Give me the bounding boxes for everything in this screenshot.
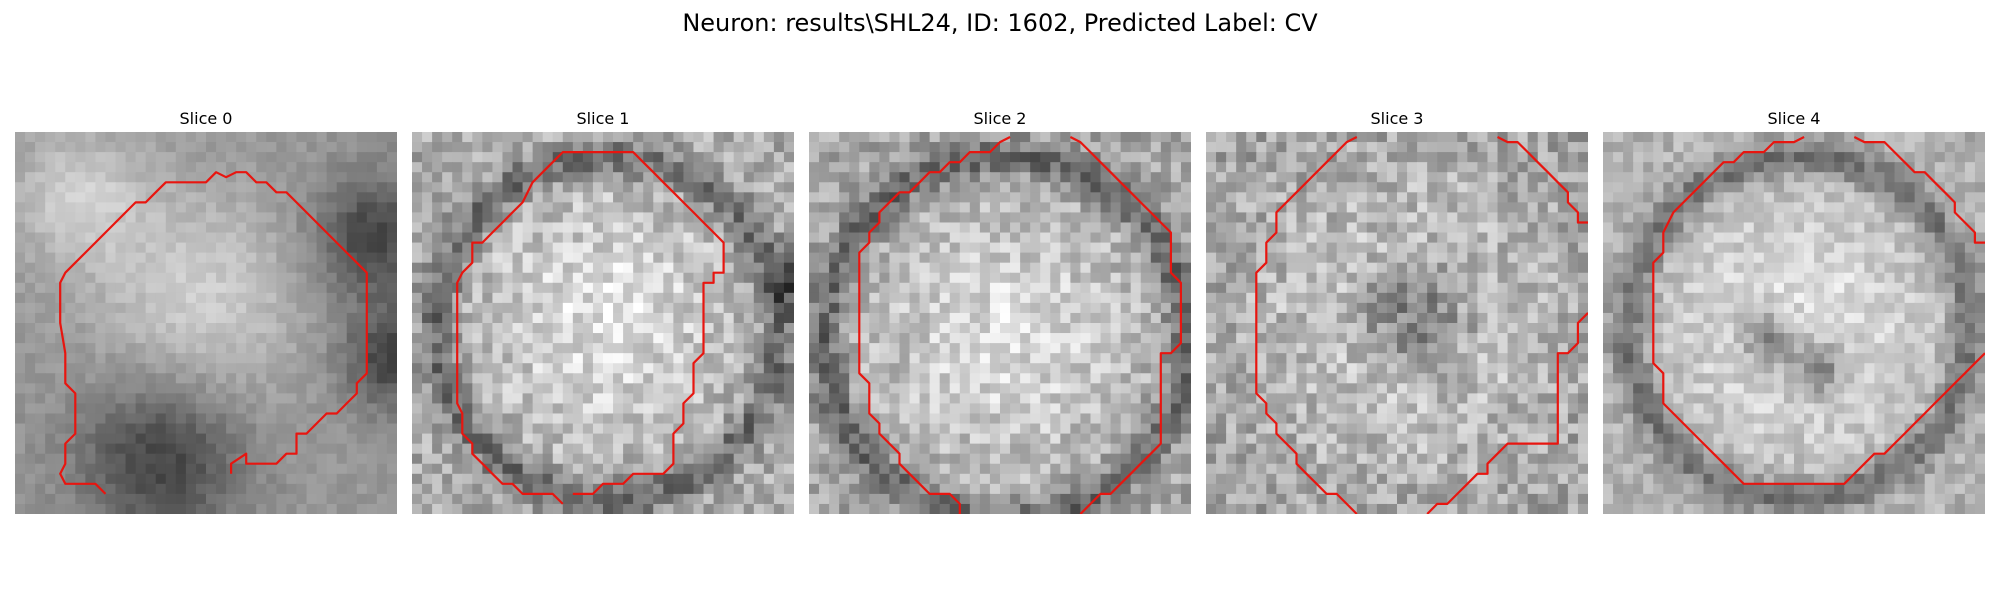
- pixel-grid: [809, 132, 1191, 514]
- slice-image: [809, 132, 1191, 514]
- slice-panel-2: Slice 2: [809, 108, 1191, 514]
- slice-title: Slice 3: [1370, 109, 1424, 128]
- pixel-grid: [412, 132, 794, 514]
- slice-title: Slice 0: [179, 109, 233, 128]
- slice-panel-4: Slice 4: [1603, 108, 1985, 514]
- slice-title: Slice 1: [576, 109, 630, 128]
- slice-panel-1: Slice 1: [412, 108, 794, 514]
- contour-line-0: [456, 151, 725, 505]
- contour-line-0: [858, 136, 1011, 514]
- slice-panel-0: Slice 0: [15, 108, 397, 514]
- slice-image: [1603, 132, 1985, 514]
- pixel-grid: [1603, 132, 1985, 514]
- slice-title: Slice 2: [973, 109, 1027, 128]
- figure-title: Neuron: results\SHL24, ID: 1602, Predict…: [682, 9, 1318, 37]
- slice-image: [1206, 132, 1588, 514]
- contour-line-1: [1069, 136, 1182, 514]
- contour-line-1: [1426, 312, 1588, 514]
- pixel-grid: [15, 132, 397, 514]
- contour-line-2: [1497, 136, 1588, 224]
- contour-line-0: [59, 171, 368, 495]
- slice-image: [412, 132, 794, 514]
- contour-line-0: [1652, 136, 1985, 485]
- slice-title: Slice 4: [1767, 109, 1821, 128]
- slice-image: [15, 132, 397, 514]
- slice-panel-3: Slice 3: [1206, 108, 1588, 514]
- contour-line-1: [1853, 136, 1985, 244]
- contour-line-0: [1255, 136, 1358, 514]
- pixel-grid: [1206, 132, 1588, 514]
